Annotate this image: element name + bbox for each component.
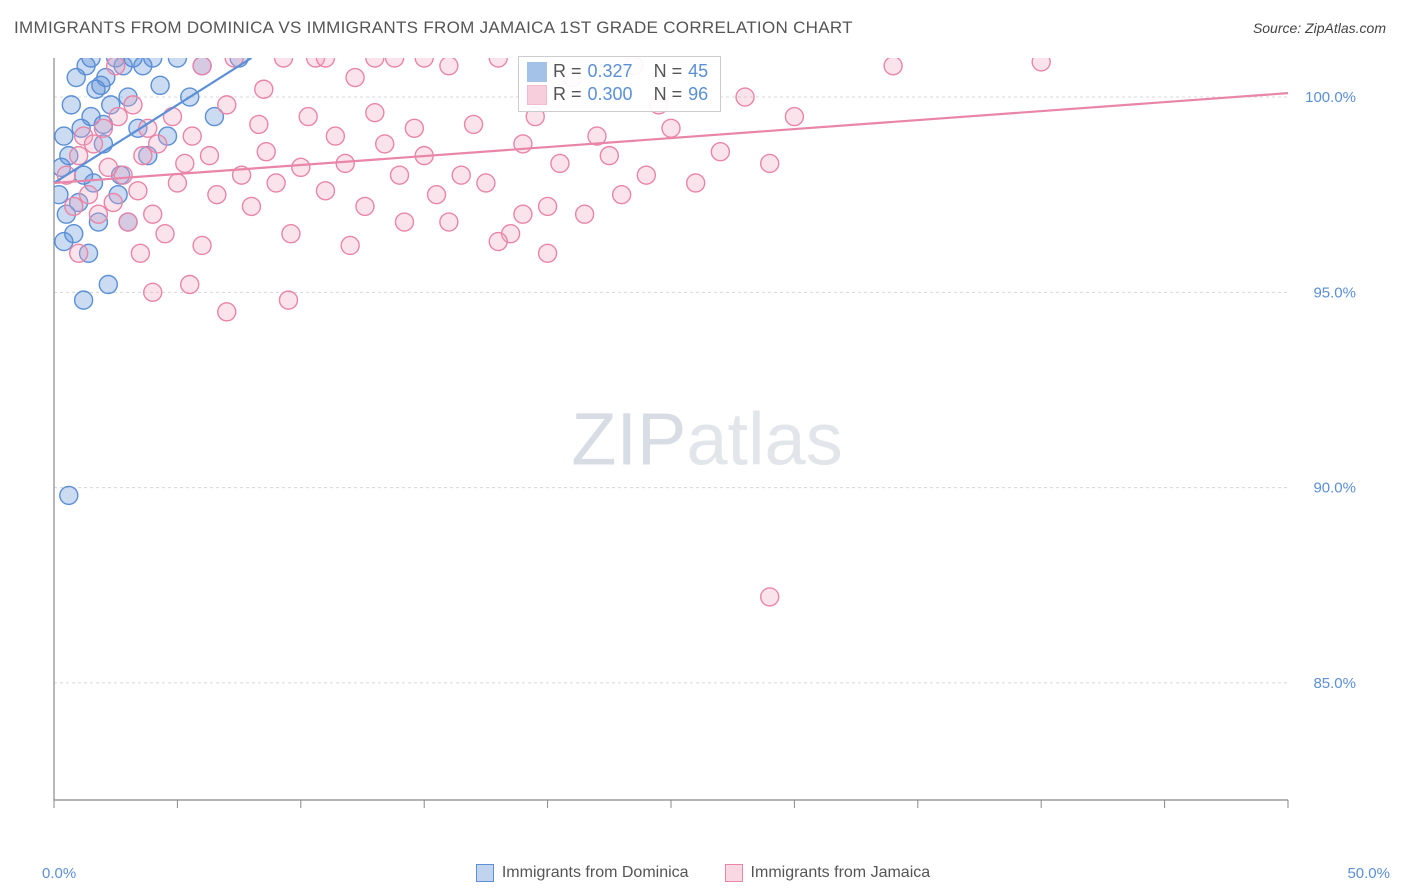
correlation-stats-box: R = 0.327 N = 45 R = 0.300 N = 96 (518, 56, 721, 112)
svg-text:100.0%: 100.0% (1305, 89, 1356, 106)
stats-swatch (527, 62, 547, 82)
legend-label: Immigrants from Jamaica (751, 864, 931, 882)
legend-item: Immigrants from Jamaica (725, 864, 931, 882)
stats-n-value: 96 (688, 84, 708, 105)
source-attribution: Source: ZipAtlas.com (1253, 20, 1386, 36)
legend-label: Immigrants from Dominica (502, 864, 689, 882)
legend-item: Immigrants from Dominica (476, 864, 689, 882)
legend-swatch (725, 864, 743, 882)
chart-area: 1st Grade 85.0%90.0%95.0%100.0% ZIPatlas… (48, 50, 1366, 828)
chart-container: IMMIGRANTS FROM DOMINICA VS IMMIGRANTS F… (0, 0, 1406, 892)
stats-r-label: R = (553, 84, 582, 105)
stats-r-label: R = (553, 61, 582, 82)
chart-title: IMMIGRANTS FROM DOMINICA VS IMMIGRANTS F… (14, 18, 853, 38)
legend-swatch (476, 864, 494, 882)
svg-text:95.0%: 95.0% (1313, 284, 1356, 301)
scatter-chart-svg: 85.0% 90.0% 95.0% 100.0% (48, 50, 1366, 828)
stats-n-value: 45 (688, 61, 708, 82)
svg-text:90.0%: 90.0% (1313, 480, 1356, 497)
bottom-legend: Immigrants from Dominica Immigrants from … (0, 864, 1406, 882)
stats-n-label: N = (639, 84, 683, 105)
svg-text:85.0%: 85.0% (1313, 675, 1356, 692)
stats-n-label: N = (639, 61, 683, 82)
stats-r-value: 0.300 (588, 84, 633, 105)
stats-row: R = 0.327 N = 45 (527, 61, 708, 82)
stats-row: R = 0.300 N = 96 (527, 84, 708, 105)
stats-swatch (527, 85, 547, 105)
stats-r-value: 0.327 (588, 61, 633, 82)
